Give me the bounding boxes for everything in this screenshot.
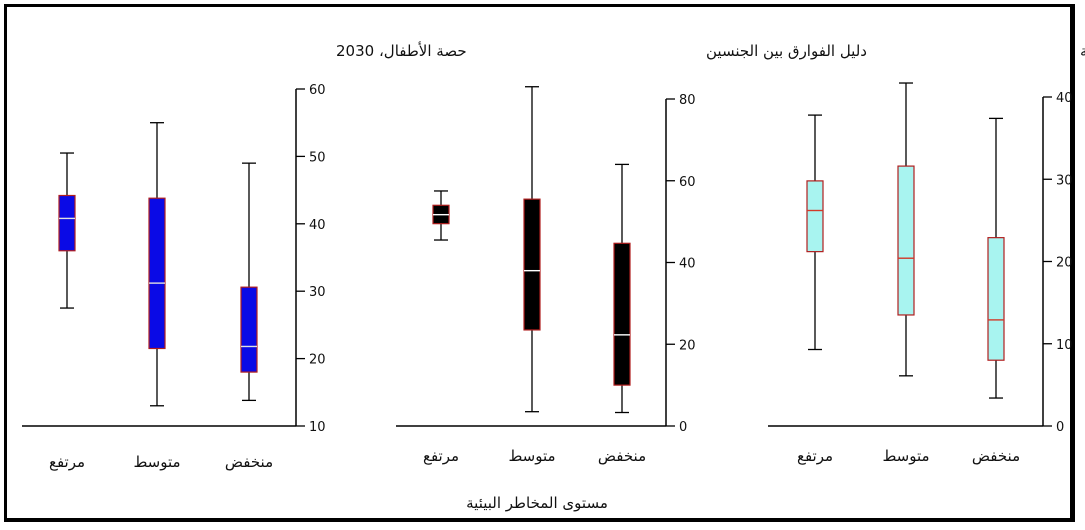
x-axis-label: مستوى المخاطر البيئية xyxy=(466,494,608,512)
y-tick-label: 0 xyxy=(1056,420,1064,435)
box-2 xyxy=(897,82,915,377)
box-3 xyxy=(240,162,258,402)
chart-title: عدم المساواة في التنمية البشرية xyxy=(1080,42,1085,61)
y-tick-label: 10 xyxy=(309,420,326,435)
category-label: متوسط xyxy=(882,447,929,465)
category-label: مرتفع xyxy=(423,447,459,465)
y-tick-label: 40 xyxy=(309,218,326,233)
box-iqr xyxy=(240,286,258,373)
y-tick-label: 20 xyxy=(309,353,326,368)
box-1 xyxy=(432,190,450,241)
category-label: منخفض xyxy=(598,447,646,465)
category-label: مرتفع xyxy=(797,447,833,465)
y-tick-label: 20 xyxy=(1056,256,1073,271)
category-label: منخفض xyxy=(972,447,1020,465)
category-label: منخفض xyxy=(225,453,273,471)
y-tick-label: 60 xyxy=(679,175,696,190)
y-tick-label: 60 xyxy=(309,83,326,98)
y-tick-label: 0 xyxy=(679,420,687,435)
y-tick-label: 40 xyxy=(679,257,696,272)
box-2 xyxy=(523,86,541,413)
box-3 xyxy=(613,163,631,414)
box-iqr xyxy=(613,242,631,386)
chart-title: دليل الفوارق بين الجنسين xyxy=(706,42,867,60)
box-iqr xyxy=(58,194,76,252)
chart-panel-3: عدم المساواة في التنمية البشرية 0 10 20 30 40… xyxy=(768,42,1085,465)
chart-title: حصة الأطفال، 2030 xyxy=(336,41,467,60)
box-3 xyxy=(987,117,1005,399)
chart-panel-2: دليل الفوارق بين الجنسين 0 20 40 60 80 مرتفع مت… xyxy=(396,42,867,465)
y-tick-label: 30 xyxy=(1056,173,1073,188)
box-iqr xyxy=(806,180,824,253)
box-iqr xyxy=(523,198,541,331)
box-1 xyxy=(58,152,76,309)
box-1 xyxy=(806,114,824,351)
box-2 xyxy=(148,122,166,407)
box-iqr xyxy=(148,197,166,350)
y-tick-label: 10 xyxy=(1056,338,1073,353)
y-tick-label: 80 xyxy=(679,93,696,108)
y-tick-label: 40 xyxy=(1056,91,1073,106)
box-iqr xyxy=(897,165,915,316)
box-iqr xyxy=(987,237,1005,361)
y-tick-label: 20 xyxy=(679,338,696,353)
chart-panel-1: حصة الأطفال، 2030 10 20 30 40 50 60 مرتفع متوسط م… xyxy=(22,41,467,471)
category-label: متوسط xyxy=(508,447,555,465)
category-label: مرتفع xyxy=(49,453,85,471)
y-tick-label: 50 xyxy=(309,150,326,165)
y-tick-label: 30 xyxy=(309,285,326,300)
category-label: متوسط xyxy=(133,453,180,471)
